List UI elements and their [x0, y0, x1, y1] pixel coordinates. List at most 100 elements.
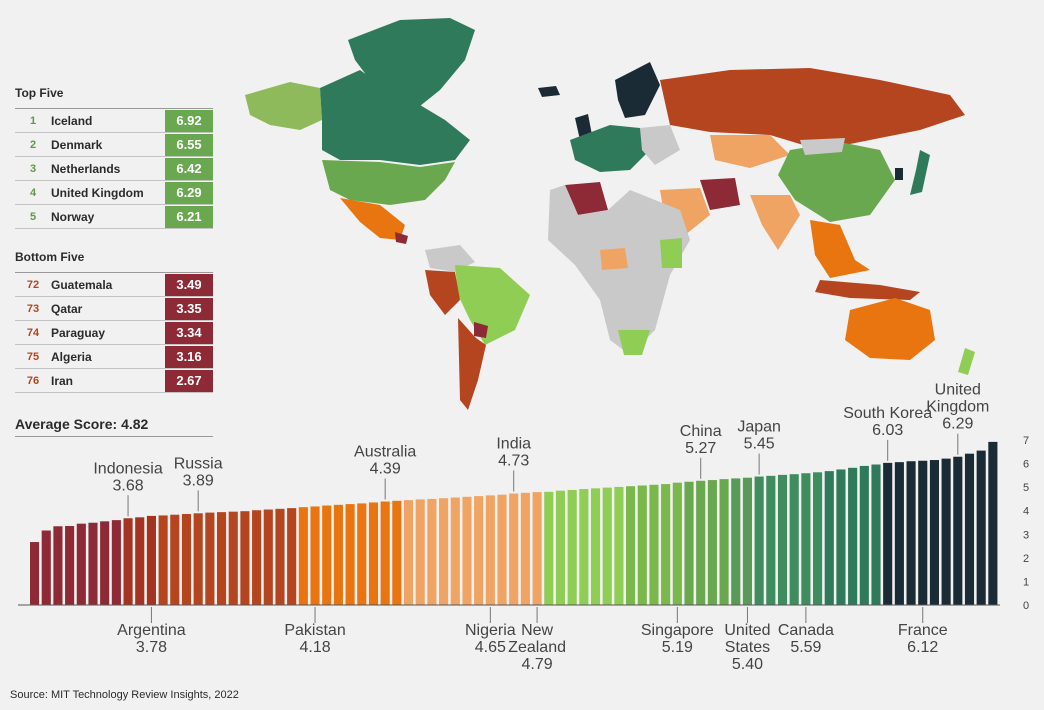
bar [661, 484, 671, 605]
annotation-label: Zealand [508, 639, 566, 656]
bar [894, 462, 904, 605]
annotation-label: Singapore [641, 622, 714, 639]
bar [275, 508, 285, 605]
annotation-label: New [521, 622, 553, 639]
bar [953, 456, 963, 605]
rank-number: 76 [26, 374, 40, 387]
bar [76, 523, 86, 605]
country-name: United Kingdom [51, 185, 144, 200]
region-south-korea [895, 168, 903, 180]
region-nigeria [600, 248, 628, 270]
annotation-label: 4.73 [498, 453, 529, 470]
region-southern-africa [618, 330, 650, 355]
top_five-row: 2 Denmark 6.55 [15, 133, 213, 157]
bar [205, 512, 215, 605]
region-canada [320, 70, 470, 165]
region-usa [322, 160, 455, 205]
bar [520, 492, 530, 605]
bar [813, 472, 823, 605]
bar [100, 521, 110, 605]
annotation-label: 5.40 [732, 656, 763, 670]
annotation-label: 5.19 [662, 639, 693, 656]
rank-number: 2 [29, 138, 37, 151]
bar [614, 486, 624, 605]
annotation-label: United [935, 382, 981, 399]
annotation-label: France [898, 622, 948, 639]
bar [380, 501, 390, 605]
region-central-asia [710, 135, 790, 168]
annotation-label: 4.79 [522, 656, 553, 670]
top_five-row: 4 United Kingdom 6.29 [15, 181, 213, 205]
bar [368, 502, 379, 605]
country-name: Denmark [51, 137, 103, 152]
bar [88, 522, 98, 605]
bar [777, 474, 788, 605]
average-score: Average Score: 4.82 [15, 416, 213, 437]
y-tick-label: 3 [1023, 529, 1029, 541]
bar [696, 480, 706, 605]
bar [719, 479, 729, 605]
region-indonesia [815, 280, 920, 300]
bar [287, 508, 297, 605]
region-northern-south-america [425, 245, 475, 272]
annotation-label: 3.78 [136, 639, 167, 656]
region-india [750, 195, 800, 250]
region-paraguay [474, 322, 488, 338]
y-tick-label: 5 [1023, 482, 1029, 494]
bar [263, 509, 273, 605]
bar [181, 514, 192, 605]
bar [65, 526, 75, 605]
region-alaska [245, 82, 322, 130]
region-argentina [458, 318, 486, 410]
bar [193, 513, 203, 605]
country-name: Iran [51, 373, 74, 388]
score-badge: 3.49 [165, 273, 213, 296]
annotation-label: 5.59 [790, 639, 821, 656]
bar [707, 480, 717, 605]
annotation-label: Australia [354, 444, 416, 461]
bar [579, 489, 589, 605]
score-badge: 6.55 [165, 133, 213, 156]
region-peru [425, 270, 460, 315]
bar [871, 464, 881, 605]
bar [298, 507, 308, 605]
bottom_five-row: 75 Algeria 3.16 [15, 345, 213, 369]
bar [170, 514, 180, 605]
bar [590, 488, 601, 605]
annotation-label: Indonesia [93, 460, 162, 477]
bar [626, 486, 636, 605]
bar [252, 510, 262, 605]
score-badge: 2.67 [165, 369, 213, 392]
bar [988, 441, 998, 605]
bar [158, 515, 168, 605]
top_five-row: 3 Netherlands 6.42 [15, 157, 213, 181]
bar [883, 462, 893, 605]
bar [976, 450, 986, 605]
annotation-label: States [725, 639, 770, 656]
bar [474, 496, 484, 605]
annotation-label: United [724, 622, 770, 639]
score-badge: 6.42 [165, 157, 213, 180]
annotation-label: 5.27 [685, 440, 716, 457]
bar [322, 505, 332, 605]
score-badge: 3.34 [165, 321, 213, 344]
top-five-table: 1 Iceland 6.92 2 Denmark 6.55 3 Netherlands 6.42… [15, 108, 213, 229]
bar [848, 467, 858, 605]
bar [766, 475, 776, 605]
bottom-five-title: Bottom Five [15, 250, 85, 264]
top_five-row: 1 Iceland 6.92 [15, 109, 213, 133]
annotation-label: 3.68 [112, 477, 143, 494]
country-name: Iceland [51, 113, 93, 128]
bar [918, 460, 928, 605]
bottom_five-row: 74 Paraguay 3.34 [15, 321, 213, 345]
bar [567, 489, 577, 605]
bottom_five-row: 73 Qatar 3.35 [15, 297, 213, 321]
score-badge: 6.21 [165, 205, 213, 228]
bar [41, 530, 51, 605]
bar [637, 485, 647, 605]
top-five-title: Top Five [15, 86, 64, 100]
region-africa [548, 185, 690, 355]
y-tick-label: 0 [1023, 600, 1029, 612]
bar [859, 465, 869, 605]
